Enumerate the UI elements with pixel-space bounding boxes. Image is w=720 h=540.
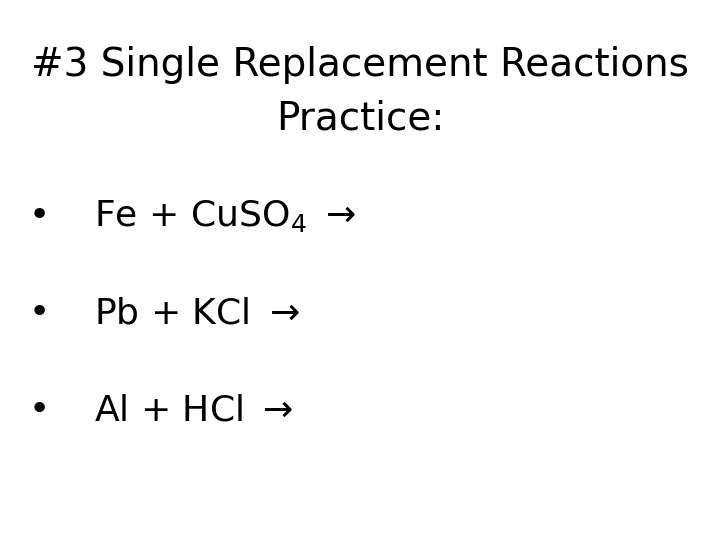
Text: Pb + KCl $\rightarrow$: Pb + KCl $\rightarrow$ bbox=[94, 296, 300, 330]
Text: Al + HCl $\rightarrow$: Al + HCl $\rightarrow$ bbox=[94, 394, 293, 427]
Text: Practice:: Practice: bbox=[276, 100, 444, 138]
Text: •: • bbox=[29, 199, 50, 233]
Text: •: • bbox=[29, 394, 50, 427]
Text: •: • bbox=[29, 296, 50, 330]
Text: Fe + CuSO$_4$ $\rightarrow$: Fe + CuSO$_4$ $\rightarrow$ bbox=[94, 198, 356, 234]
Text: #3 Single Replacement Reactions: #3 Single Replacement Reactions bbox=[31, 46, 689, 84]
